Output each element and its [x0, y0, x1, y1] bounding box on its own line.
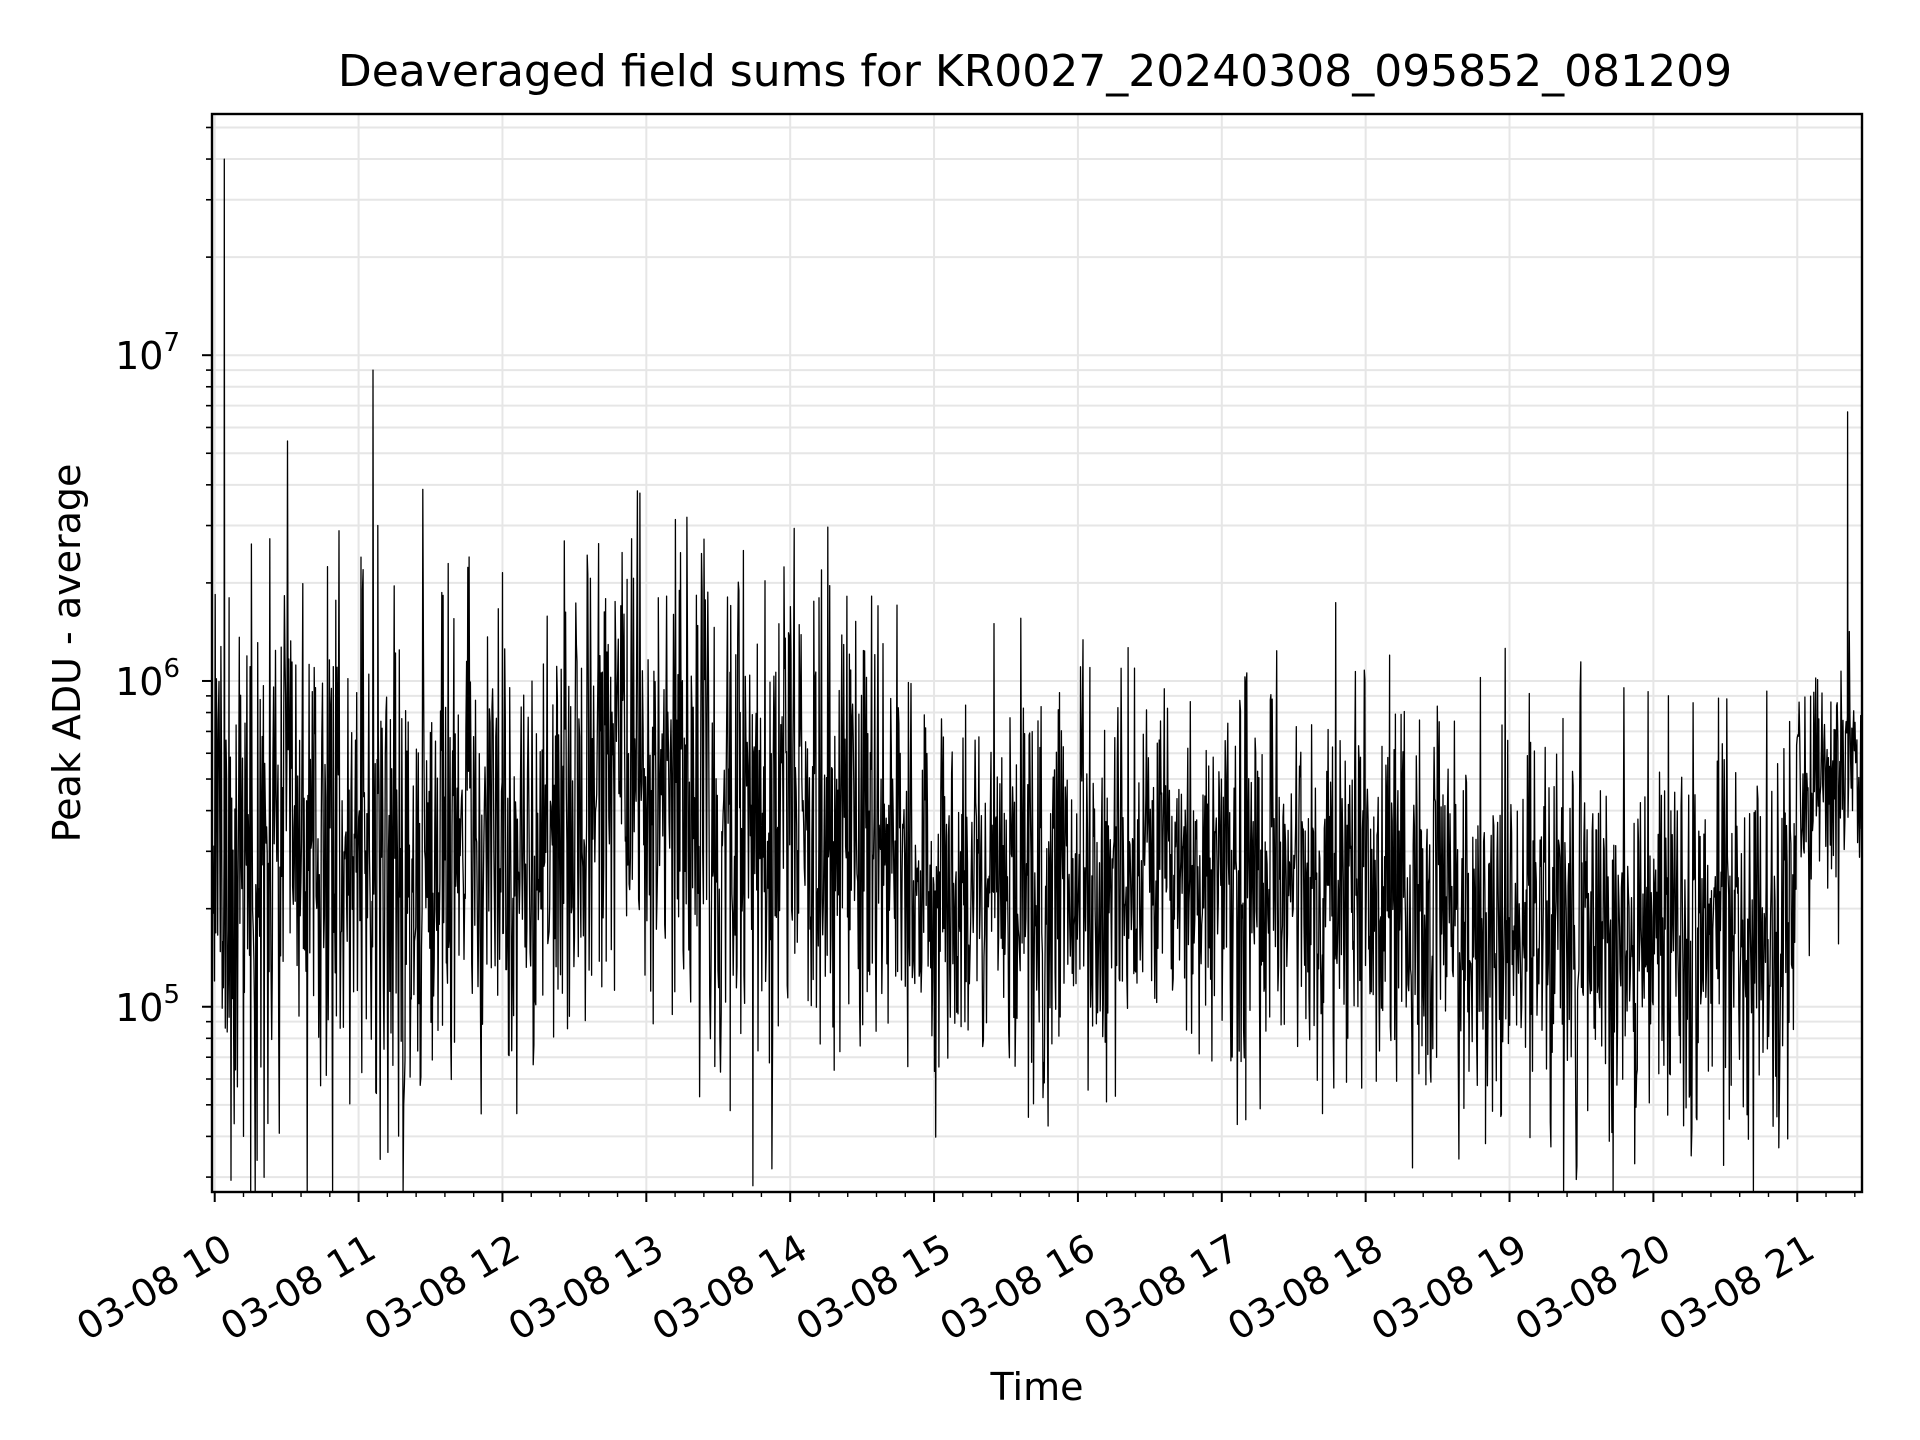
- y-tick-label: 105: [115, 980, 180, 1030]
- x-axis-label: Time: [990, 1365, 1084, 1409]
- series-line: [211, 158, 1863, 1193]
- y-axis: 105 106 107: [115, 126, 212, 1178]
- chart-title: Deaveraged field sums for KR0027_2024030…: [338, 46, 1732, 97]
- y-tick-label: 106: [115, 654, 180, 704]
- plot-frame: [210, 112, 1864, 1194]
- y-axis-label: Peak ADU - average: [45, 464, 89, 843]
- y-tick-label: 107: [115, 328, 180, 378]
- series-line-group: [211, 158, 1863, 1193]
